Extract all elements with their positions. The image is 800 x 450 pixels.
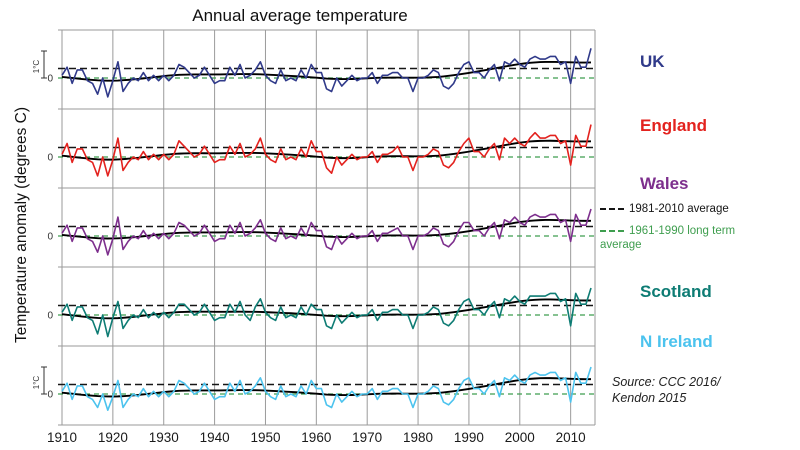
- green-dashed-line-sample: [600, 229, 624, 232]
- legend-label-uk: UK: [640, 52, 665, 71]
- legend-label-n-ireland: N Ireland: [640, 332, 713, 351]
- temperature-lines-plot: 1910 1920 1930 1940 1950 1960 1970 1980 1990 2000…: [32, 29, 596, 445]
- black-dashed-line-sample: [600, 207, 624, 210]
- legend-ref-1961-1990-label: 1961-1990 long term average: [600, 225, 736, 252]
- svg-text:1930: 1930: [149, 430, 179, 445]
- chart-title: Annual average temperature: [192, 6, 408, 25]
- svg-text:1910: 1910: [47, 430, 77, 445]
- legend-label-england: England: [640, 116, 708, 135]
- svg-text:0: 0: [47, 74, 53, 85]
- svg-text:1960: 1960: [301, 430, 331, 445]
- svg-text:1920: 1920: [98, 430, 128, 445]
- plot-area: 1910 1920 1930 1940 1950 1960 1970 1980 1990 2000…: [30, 26, 605, 446]
- svg-text:2010: 2010: [556, 430, 586, 445]
- legend-ref-1981-2010-label: 1981-2010 average: [629, 203, 729, 215]
- svg-text:1940: 1940: [200, 430, 230, 445]
- legend-ref-1961-1990: 1961-1990 long term average: [600, 224, 770, 253]
- svg-text:0: 0: [47, 311, 53, 322]
- legend-ref-1981-2010: 1981-2010 average: [600, 202, 790, 216]
- source-line-2: Kendon 2015: [612, 391, 687, 406]
- svg-text:1980: 1980: [403, 430, 433, 445]
- source-note: Source: CCC 2016/ Kendon 2015: [612, 374, 720, 407]
- svg-text:0: 0: [47, 390, 53, 401]
- svg-text:0: 0: [47, 232, 53, 243]
- legend-label-scotland: Scotland: [640, 282, 712, 301]
- y-axis-label: Temperature anomaly (degrees C): [13, 106, 30, 344]
- svg-text:1990: 1990: [454, 430, 484, 445]
- svg-text:1970: 1970: [352, 430, 382, 445]
- source-line-1: Source: CCC 2016/: [612, 375, 721, 389]
- legend-label-wales: Wales: [640, 174, 689, 193]
- svg-text:0: 0: [47, 153, 53, 164]
- svg-text:1°C: 1°C: [32, 60, 41, 74]
- svg-text:1950: 1950: [250, 430, 280, 445]
- svg-text:1°C: 1°C: [32, 376, 41, 390]
- svg-text:2000: 2000: [505, 430, 535, 445]
